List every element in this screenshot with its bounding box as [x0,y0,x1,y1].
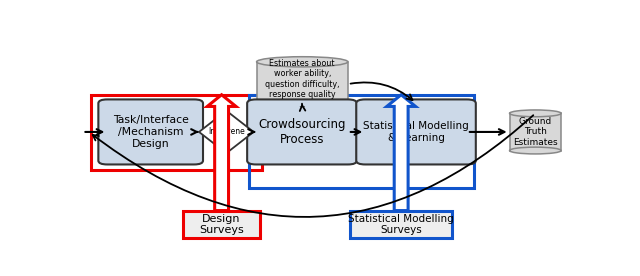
FancyBboxPatch shape [350,211,452,238]
FancyBboxPatch shape [183,211,260,238]
Bar [509,113,561,150]
FancyArrowPatch shape [351,83,412,100]
Text: Task/Interface
/Mechanism
Design: Task/Interface /Mechanism Design [113,115,189,148]
Bar [91,95,262,170]
FancyBboxPatch shape [247,99,356,164]
Text: Design
Surveys: Design Surveys [199,214,244,235]
Polygon shape [387,95,415,211]
Polygon shape [207,95,236,211]
FancyArrowPatch shape [93,115,533,217]
Ellipse shape [257,57,348,67]
FancyArrowPatch shape [351,129,360,135]
Text: Estimates about
worker ability,
question difficulty,
response quality
...: Estimates about worker ability, question… [265,59,339,109]
Text: Crowdsourcing
Process: Crowdsourcing Process [258,118,346,146]
Text: Statistical Modelling
& Learning: Statistical Modelling & Learning [363,121,469,143]
FancyArrowPatch shape [300,104,305,111]
FancyArrowPatch shape [85,129,102,135]
Ellipse shape [509,110,561,117]
Ellipse shape [257,101,348,112]
Polygon shape [199,111,253,153]
Bar [249,95,474,188]
Bar [257,62,348,107]
FancyArrowPatch shape [248,129,254,135]
FancyBboxPatch shape [99,99,203,164]
Text: Ground
Truth
Estimates: Ground Truth Estimates [513,117,557,147]
FancyBboxPatch shape [356,99,476,164]
FancyArrowPatch shape [470,129,504,135]
Text: Statistical Modelling
Surveys: Statistical Modelling Surveys [348,214,454,235]
FancyArrowPatch shape [191,129,197,135]
Ellipse shape [509,147,561,154]
Text: Intervene: Intervene [208,128,244,136]
